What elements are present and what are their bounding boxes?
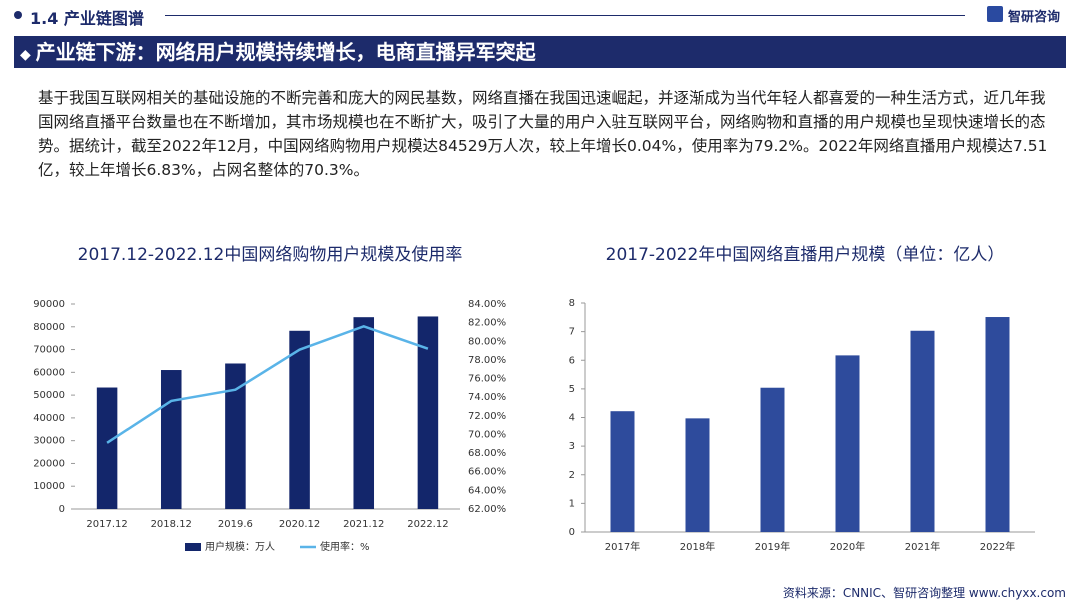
bar xyxy=(417,316,439,509)
banner xyxy=(14,36,1066,68)
footer: 资料来源：CNNIC、智研咨询整理 www.chyxx.com xyxy=(782,586,1066,600)
chart-title: 2017.12-2022.12中国网络购物用户规模及使用率 xyxy=(77,245,463,265)
y-tick-label: 8 xyxy=(569,298,575,309)
bar xyxy=(610,411,635,532)
y-tick-label: 40000 xyxy=(33,413,65,424)
y2-tick-label: 82.00% xyxy=(468,318,506,329)
bullet xyxy=(14,11,22,19)
x-tick-label: 2020年 xyxy=(830,540,865,553)
y-tick-label: 30000 xyxy=(33,436,65,447)
bar xyxy=(160,370,182,509)
y2-tick-label: 80.00% xyxy=(468,336,506,347)
bar xyxy=(835,355,860,532)
bar xyxy=(289,330,310,509)
y-tick-label: 80000 xyxy=(33,322,65,333)
bar xyxy=(96,387,118,509)
x-tick-label: 2018年 xyxy=(680,540,715,553)
x-tick-label: 2019年 xyxy=(755,540,790,553)
bar xyxy=(353,317,375,509)
bar xyxy=(685,418,710,532)
x-tick-label: 2022.12 xyxy=(407,519,448,530)
x-tick-label: 2021.12 xyxy=(343,519,384,530)
y2-tick-label: 64.00% xyxy=(468,485,506,496)
chart-right: 0 1 2 3 4 5 6 7 8 2017年 2018年 2019年 2020年 2021年 2022年 xyxy=(569,298,1035,553)
y-tick-label: 7 xyxy=(569,327,575,338)
legend-swatch xyxy=(185,543,201,551)
x-tick-label: 2018.12 xyxy=(151,519,192,530)
y-tick-label: 10000 xyxy=(33,481,65,492)
y2-tick-label: 70.00% xyxy=(468,429,506,440)
x-tick-label: 2019.6 xyxy=(218,519,253,530)
y-tick-label: 4 xyxy=(569,413,575,424)
y-tick-label: 90000 xyxy=(33,299,65,310)
banner-text: 产业链下游：网络用户规模持续增长，电商直播异军突起 xyxy=(35,40,536,64)
x-tick-label: 2021年 xyxy=(905,540,940,553)
line xyxy=(106,325,429,444)
logo-icon xyxy=(987,6,1003,22)
x-tick-label: 2017年 xyxy=(605,540,640,553)
y2-tick-label: 78.00% xyxy=(468,355,506,366)
y-tick-label: 6 xyxy=(569,355,575,366)
y2-tick-label: 66.00% xyxy=(468,467,506,478)
bar xyxy=(225,363,246,509)
bar xyxy=(760,387,785,532)
y2-tick-label: 72.00% xyxy=(468,411,506,422)
y-tick-label: 0 xyxy=(569,527,575,538)
y2-tick-label: 76.00% xyxy=(468,374,506,385)
bar xyxy=(985,317,1010,532)
y2-tick-label: 84.00% xyxy=(468,299,506,310)
y-tick-label: 5 xyxy=(569,384,575,395)
header-rule xyxy=(165,15,965,16)
x-tick-label: 2022年 xyxy=(980,540,1015,553)
y-tick-label: 2 xyxy=(569,470,575,481)
x-tick-label: 2017.12 xyxy=(86,519,127,530)
y-tick-label: 70000 xyxy=(33,345,65,356)
chart-title: 2017-2022年中国网络直播用户规模（单位：亿人） xyxy=(605,245,1005,265)
section-title: 1.4 产业链图谱 xyxy=(30,9,144,28)
y-tick-label: 20000 xyxy=(33,458,65,469)
y-tick-label: 1 xyxy=(569,498,575,509)
y-tick-label: 3 xyxy=(569,441,575,452)
y-tick-label: 50000 xyxy=(33,390,65,401)
y2-tick-label: 62.00% xyxy=(468,504,506,515)
y2-tick-label: 68.00% xyxy=(468,448,506,459)
bar xyxy=(910,330,935,532)
logo-text: 智研咨询 xyxy=(1008,10,1061,25)
x-tick-label: 2020.12 xyxy=(279,519,320,530)
legend-label: 使用率：% xyxy=(320,540,370,553)
y2-tick-label: 74.00% xyxy=(468,392,506,403)
y-tick-label: 0 xyxy=(59,504,65,515)
legend-label: 用户规模：万人 xyxy=(205,540,275,553)
banner-title: ◆ 产业链下游：网络用户规模持续增长，电商直播异军突起 xyxy=(20,40,536,64)
chart-left: 0 10000 20000 30000 40000 50000 60000 70000 8000… xyxy=(33,299,506,553)
y-tick-label: 60000 xyxy=(33,367,65,378)
paragraph: 基于我国互联网相关的基础设施的不断完善和庞大的网民基数，网络直播在我国迅速崛起，… xyxy=(38,89,1048,179)
